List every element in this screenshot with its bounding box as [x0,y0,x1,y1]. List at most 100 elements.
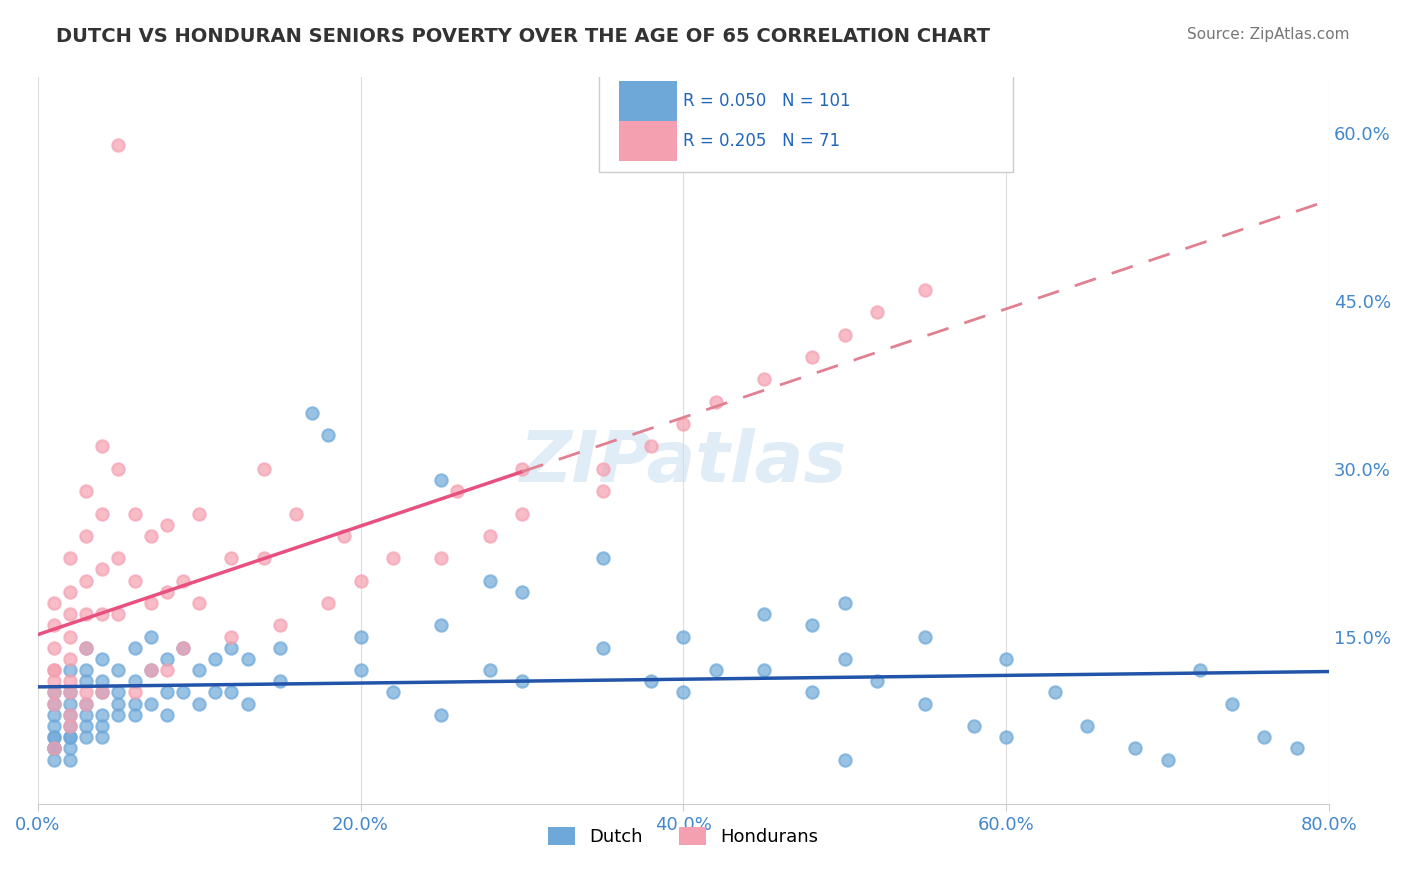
Point [172,574,194,588]
Point [42,730,65,744]
Point [59,685,82,699]
Point [430,707,453,722]
Point [156,517,179,532]
Point [75,607,97,622]
Text: R = 0.205   N = 71: R = 0.205 N = 71 [683,132,841,150]
Point [59,607,82,622]
Point [107,137,129,152]
Point [801,685,824,699]
Point [510,462,533,476]
Point [59,730,82,744]
Point [42,730,65,744]
Point [834,596,856,610]
Point [253,462,276,476]
Point [75,697,97,711]
Point [801,618,824,632]
Point [592,640,614,655]
Point [301,406,323,420]
Point [91,440,114,454]
Point [59,674,82,689]
Point [995,730,1018,744]
Point [834,652,856,666]
Point [221,551,243,566]
Point [124,674,146,689]
Point [204,685,226,699]
Point [236,652,259,666]
Point [188,663,211,677]
Point [59,551,82,566]
Point [42,685,65,699]
Point [139,529,162,543]
Point [91,685,114,699]
Point [42,674,65,689]
Point [640,674,662,689]
Point [995,652,1018,666]
Point [124,685,146,699]
Point [75,730,97,744]
Point [75,674,97,689]
Point [42,741,65,756]
Point [333,529,356,543]
Point [75,719,97,733]
Point [91,507,114,521]
Point [866,305,889,319]
Point [59,707,82,722]
Point [59,630,82,644]
Point [75,529,97,543]
Point [269,618,291,632]
Point [478,663,501,677]
Point [42,741,65,756]
Point [1043,685,1066,699]
Point [349,663,371,677]
Point [430,551,453,566]
Point [75,640,97,655]
Point [42,618,65,632]
Point [430,473,453,487]
Point [188,596,211,610]
Point [963,719,986,733]
FancyBboxPatch shape [619,81,676,121]
Point [672,630,695,644]
Point [75,707,97,722]
Point [75,697,97,711]
Point [592,551,614,566]
Point [188,697,211,711]
Point [172,640,194,655]
Point [156,685,179,699]
Point [59,697,82,711]
Text: R = 0.050   N = 101: R = 0.050 N = 101 [683,93,851,111]
Point [75,640,97,655]
Point [349,574,371,588]
Point [91,707,114,722]
Point [59,741,82,756]
Point [752,607,775,622]
Point [316,596,339,610]
Point [704,663,727,677]
Point [172,640,194,655]
Point [316,428,339,442]
Point [42,707,65,722]
Text: DUTCH VS HONDURAN SENIORS POVERTY OVER THE AGE OF 65 CORRELATION CHART: DUTCH VS HONDURAN SENIORS POVERTY OVER T… [56,27,990,45]
Point [139,630,162,644]
Point [1156,753,1178,767]
Point [91,562,114,576]
Point [834,327,856,342]
Point [188,507,211,521]
Point [42,640,65,655]
Point [107,697,129,711]
Point [381,551,404,566]
Point [752,663,775,677]
Point [221,685,243,699]
Text: ZIPatlas: ZIPatlas [520,428,846,497]
Point [59,730,82,744]
Point [139,596,162,610]
Text: Source: ZipAtlas.com: Source: ZipAtlas.com [1187,27,1350,42]
Point [42,741,65,756]
Point [124,697,146,711]
Point [139,663,162,677]
Point [269,674,291,689]
Point [107,707,129,722]
Point [42,719,65,733]
Point [75,685,97,699]
Point [236,697,259,711]
